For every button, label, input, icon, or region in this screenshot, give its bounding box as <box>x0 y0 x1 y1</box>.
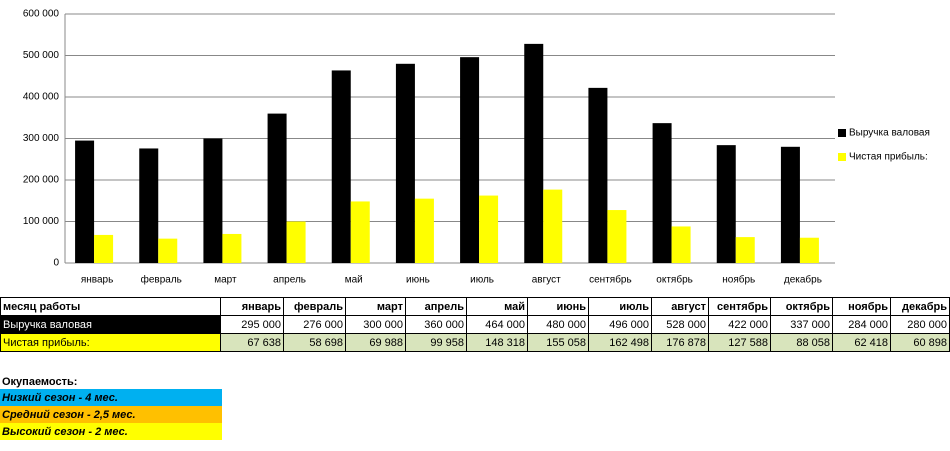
table-header: январь <box>242 301 282 313</box>
payback-band <box>0 389 222 406</box>
payback-band <box>0 423 222 440</box>
bar <box>350 201 370 263</box>
table-cell-text: 58 698 <box>309 337 343 349</box>
table-cell-text: 422 000 <box>728 319 768 331</box>
table-header: декабрь <box>902 301 947 313</box>
bar <box>94 234 114 263</box>
table-header: сентябрь <box>717 301 768 313</box>
table-header: февраль <box>294 301 343 313</box>
x-tick-label: октябрь <box>656 274 693 286</box>
table-cell-text: 155 058 <box>546 337 586 349</box>
table-header: март <box>377 301 404 313</box>
table-cell-text: 360 000 <box>424 319 464 331</box>
x-tick-label: июнь <box>406 275 430 286</box>
payback-band <box>0 406 222 423</box>
y-tick-label: 0 <box>53 258 59 269</box>
table-cell-text: 162 498 <box>609 337 649 349</box>
bar <box>479 195 499 263</box>
table-cell-text: 88 058 <box>796 337 830 349</box>
table-cell-text: Чистая прибыль: <box>3 337 90 349</box>
payback-item: Средний сезон - 2,5 мес. <box>2 409 136 421</box>
table-header: июль <box>619 301 649 313</box>
table-header: июнь <box>556 301 586 313</box>
bar <box>671 226 691 263</box>
y-tick-label: 200 000 <box>23 175 60 186</box>
bar <box>524 43 544 263</box>
table-header: август <box>671 301 706 313</box>
table-cell-text: 276 000 <box>303 319 343 331</box>
table-cell-text: 464 000 <box>485 319 525 331</box>
table-cell-text: 300 000 <box>363 319 403 331</box>
table-cell-text: 496 000 <box>609 319 649 331</box>
bar <box>460 57 480 263</box>
bar <box>203 138 223 263</box>
table-cell-text: 284 000 <box>848 319 888 331</box>
table-cell-text: 480 000 <box>546 319 586 331</box>
bar <box>716 145 736 263</box>
table-cell-text: 337 000 <box>790 319 830 331</box>
bar <box>395 63 415 263</box>
bar <box>139 148 159 263</box>
x-tick-label: февраль <box>141 274 182 286</box>
x-tick-label: январь <box>81 275 113 286</box>
table-cell-text: Выручка валовая <box>3 319 92 331</box>
x-tick-label: март <box>214 275 237 286</box>
table-cell-text: 99 958 <box>430 337 464 349</box>
y-tick-label: 100 000 <box>23 216 60 227</box>
x-tick-label: июль <box>470 275 494 286</box>
bar <box>286 221 306 263</box>
legend-swatch <box>838 129 846 137</box>
table-cell-text: 62 418 <box>854 337 888 349</box>
payback-item: Низкий сезон - 4 мес. <box>2 392 118 404</box>
bar <box>267 113 287 263</box>
bar <box>607 210 627 263</box>
bar <box>735 237 755 263</box>
x-tick-label: сентябрь <box>589 274 632 286</box>
table-cell-text: 295 000 <box>241 319 281 331</box>
x-tick-label: август <box>532 275 561 286</box>
table-cell-text: 148 318 <box>485 337 525 349</box>
bar <box>799 237 819 263</box>
bar <box>331 70 351 263</box>
payback-item: Высокий сезон - 2 мес. <box>2 426 128 438</box>
x-tick-label: апрель <box>273 275 306 286</box>
legend-label: Выручка валовая <box>849 128 930 139</box>
bar <box>414 198 434 263</box>
bar <box>158 238 178 263</box>
y-tick-label: 400 000 <box>23 92 60 103</box>
bar <box>652 123 672 264</box>
table-cell-text: 176 878 <box>666 337 706 349</box>
table-cell-text: 60 898 <box>913 337 947 349</box>
bar <box>75 140 95 263</box>
table-header: ноябрь <box>848 301 888 313</box>
legend-swatch <box>838 153 846 161</box>
table-header: месяц работы <box>3 301 80 313</box>
table-cell-text: 280 000 <box>907 319 947 331</box>
bar <box>780 146 800 263</box>
x-tick-label: ноябрь <box>722 274 755 286</box>
table-header: май <box>504 301 525 313</box>
payback-title: Окупаемость: <box>2 376 77 388</box>
table-cell-text: 67 638 <box>247 337 281 349</box>
y-tick-label: 300 000 <box>23 133 60 144</box>
y-tick-label: 600 000 <box>23 9 60 20</box>
table-header: апрель <box>425 301 465 313</box>
legend-label: Чистая прибыль: <box>849 151 928 163</box>
bar <box>543 189 563 263</box>
x-tick-label: май <box>345 275 363 286</box>
x-tick-label: декабрь <box>784 274 822 286</box>
table-cell-text: 127 588 <box>728 337 768 349</box>
table-header: октябрь <box>786 301 831 313</box>
bar <box>588 87 608 264</box>
table-cell-text: 69 988 <box>369 337 403 349</box>
table-cell-text: 528 000 <box>666 319 706 331</box>
y-tick-label: 500 000 <box>23 50 60 61</box>
bar <box>222 233 242 263</box>
